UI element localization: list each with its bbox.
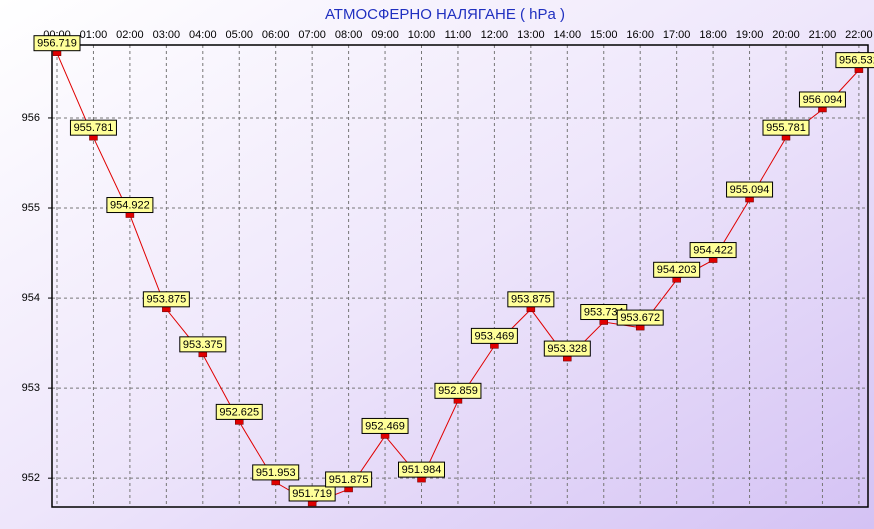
data-label: 954.922 xyxy=(110,199,150,211)
data-label: 954.422 xyxy=(693,244,733,256)
marker xyxy=(708,257,718,263)
marker xyxy=(198,351,208,358)
x-tick-label: 12:00 xyxy=(481,29,509,41)
x-tick-label: 07:00 xyxy=(298,29,326,41)
data-label: 951.719 xyxy=(292,488,332,500)
data-label-box xyxy=(470,327,518,344)
data-label: 955.094 xyxy=(730,184,770,196)
data-label: 956.531 xyxy=(839,55,874,67)
y-tick-label: 956 xyxy=(22,112,40,124)
data-label-box xyxy=(507,291,555,308)
data-label: 952.625 xyxy=(219,406,259,418)
marker xyxy=(672,277,681,283)
data-label-box xyxy=(726,181,774,198)
x-tick-label: 01:00 xyxy=(80,29,108,41)
data-label-box xyxy=(543,340,591,357)
data-label-box xyxy=(252,464,300,481)
x-tick-label: 06:00 xyxy=(262,29,290,41)
x-tick-label: 19:00 xyxy=(736,29,764,41)
x-tick-label: 13:00 xyxy=(517,29,545,41)
x-tick-label: 10:00 xyxy=(408,29,436,41)
data-label: 955.781 xyxy=(74,122,114,134)
marker xyxy=(526,306,536,313)
data-label-box xyxy=(215,403,263,420)
x-tick-label: 22:00 xyxy=(845,29,873,41)
y-tick-label: 952 xyxy=(22,472,40,484)
data-label: 956.719 xyxy=(37,38,77,50)
data-label-box xyxy=(835,52,874,69)
marker xyxy=(781,134,791,141)
data-label-box xyxy=(179,336,227,353)
data-label: 951.984 xyxy=(402,464,442,476)
data-label: 953.469 xyxy=(475,330,515,342)
data-label: 951.953 xyxy=(256,467,296,479)
marker xyxy=(271,479,280,486)
data-label-box xyxy=(653,261,701,278)
x-tick-label: 16:00 xyxy=(626,29,654,41)
marker xyxy=(490,343,499,349)
marker xyxy=(563,355,572,362)
x-tick-label: 05:00 xyxy=(225,29,253,41)
x-tick-label: 20:00 xyxy=(772,29,800,41)
x-tick-label: 18:00 xyxy=(699,29,727,41)
data-label: 953.734 xyxy=(584,306,624,318)
data-label: 954.203 xyxy=(657,264,697,276)
data-label: 952.469 xyxy=(365,420,405,432)
x-tick-label: 03:00 xyxy=(153,29,181,41)
x-tick-label: 02:00 xyxy=(116,29,144,41)
y-tick-label: 953 xyxy=(22,382,40,394)
data-label-box xyxy=(689,242,737,259)
x-tick-label: 04:00 xyxy=(189,29,217,41)
data-label: 953.875 xyxy=(511,294,551,306)
data-label: 953.328 xyxy=(547,343,587,355)
marker xyxy=(235,419,244,425)
plot-frame xyxy=(51,44,869,508)
marker xyxy=(125,212,135,218)
marker xyxy=(344,486,353,493)
y-tick-label: 954 xyxy=(22,292,40,304)
marker xyxy=(162,306,171,313)
data-label-box xyxy=(325,471,373,488)
data-label-box xyxy=(616,309,664,326)
marker xyxy=(818,106,827,113)
marker xyxy=(89,134,98,141)
data-label: 953.375 xyxy=(183,339,223,351)
marker xyxy=(745,196,754,203)
y-tick-label: 955 xyxy=(22,202,40,214)
x-tick-label: 15:00 xyxy=(590,29,618,41)
data-label: 952.859 xyxy=(438,385,478,397)
marker xyxy=(453,398,463,404)
x-tick-label: 09:00 xyxy=(371,29,399,41)
marker xyxy=(52,50,62,56)
marker xyxy=(380,433,390,439)
data-label: 956.094 xyxy=(803,94,843,106)
data-label-box xyxy=(288,485,336,502)
data-label-box xyxy=(398,461,445,478)
data-label-box xyxy=(361,417,409,434)
data-label-box xyxy=(69,119,117,136)
data-label-box xyxy=(106,197,154,214)
marker xyxy=(307,500,317,507)
x-tick-label: 11:00 xyxy=(445,29,472,41)
data-label: 955.781 xyxy=(766,122,806,134)
marker xyxy=(635,324,645,331)
data-label-box xyxy=(798,91,846,108)
x-tick-label: 08:00 xyxy=(335,29,363,41)
x-tick-label: 17:00 xyxy=(663,29,691,41)
marker xyxy=(417,476,426,483)
data-label: 951.875 xyxy=(329,474,369,486)
data-label: 953.875 xyxy=(146,294,186,306)
data-label: 953.672 xyxy=(620,312,660,324)
x-tick-label: 14:00 xyxy=(554,29,582,41)
marker xyxy=(599,319,608,325)
x-tick-label: 21:00 xyxy=(809,29,837,41)
data-label-box xyxy=(142,291,190,308)
data-label-box xyxy=(434,382,482,399)
data-label-box xyxy=(33,35,81,52)
data-label-box xyxy=(762,119,810,136)
marker xyxy=(854,67,864,73)
chart-title: АТМОСФЕРНО НАЛЯГАНЕ ( hPa ) xyxy=(325,6,565,23)
